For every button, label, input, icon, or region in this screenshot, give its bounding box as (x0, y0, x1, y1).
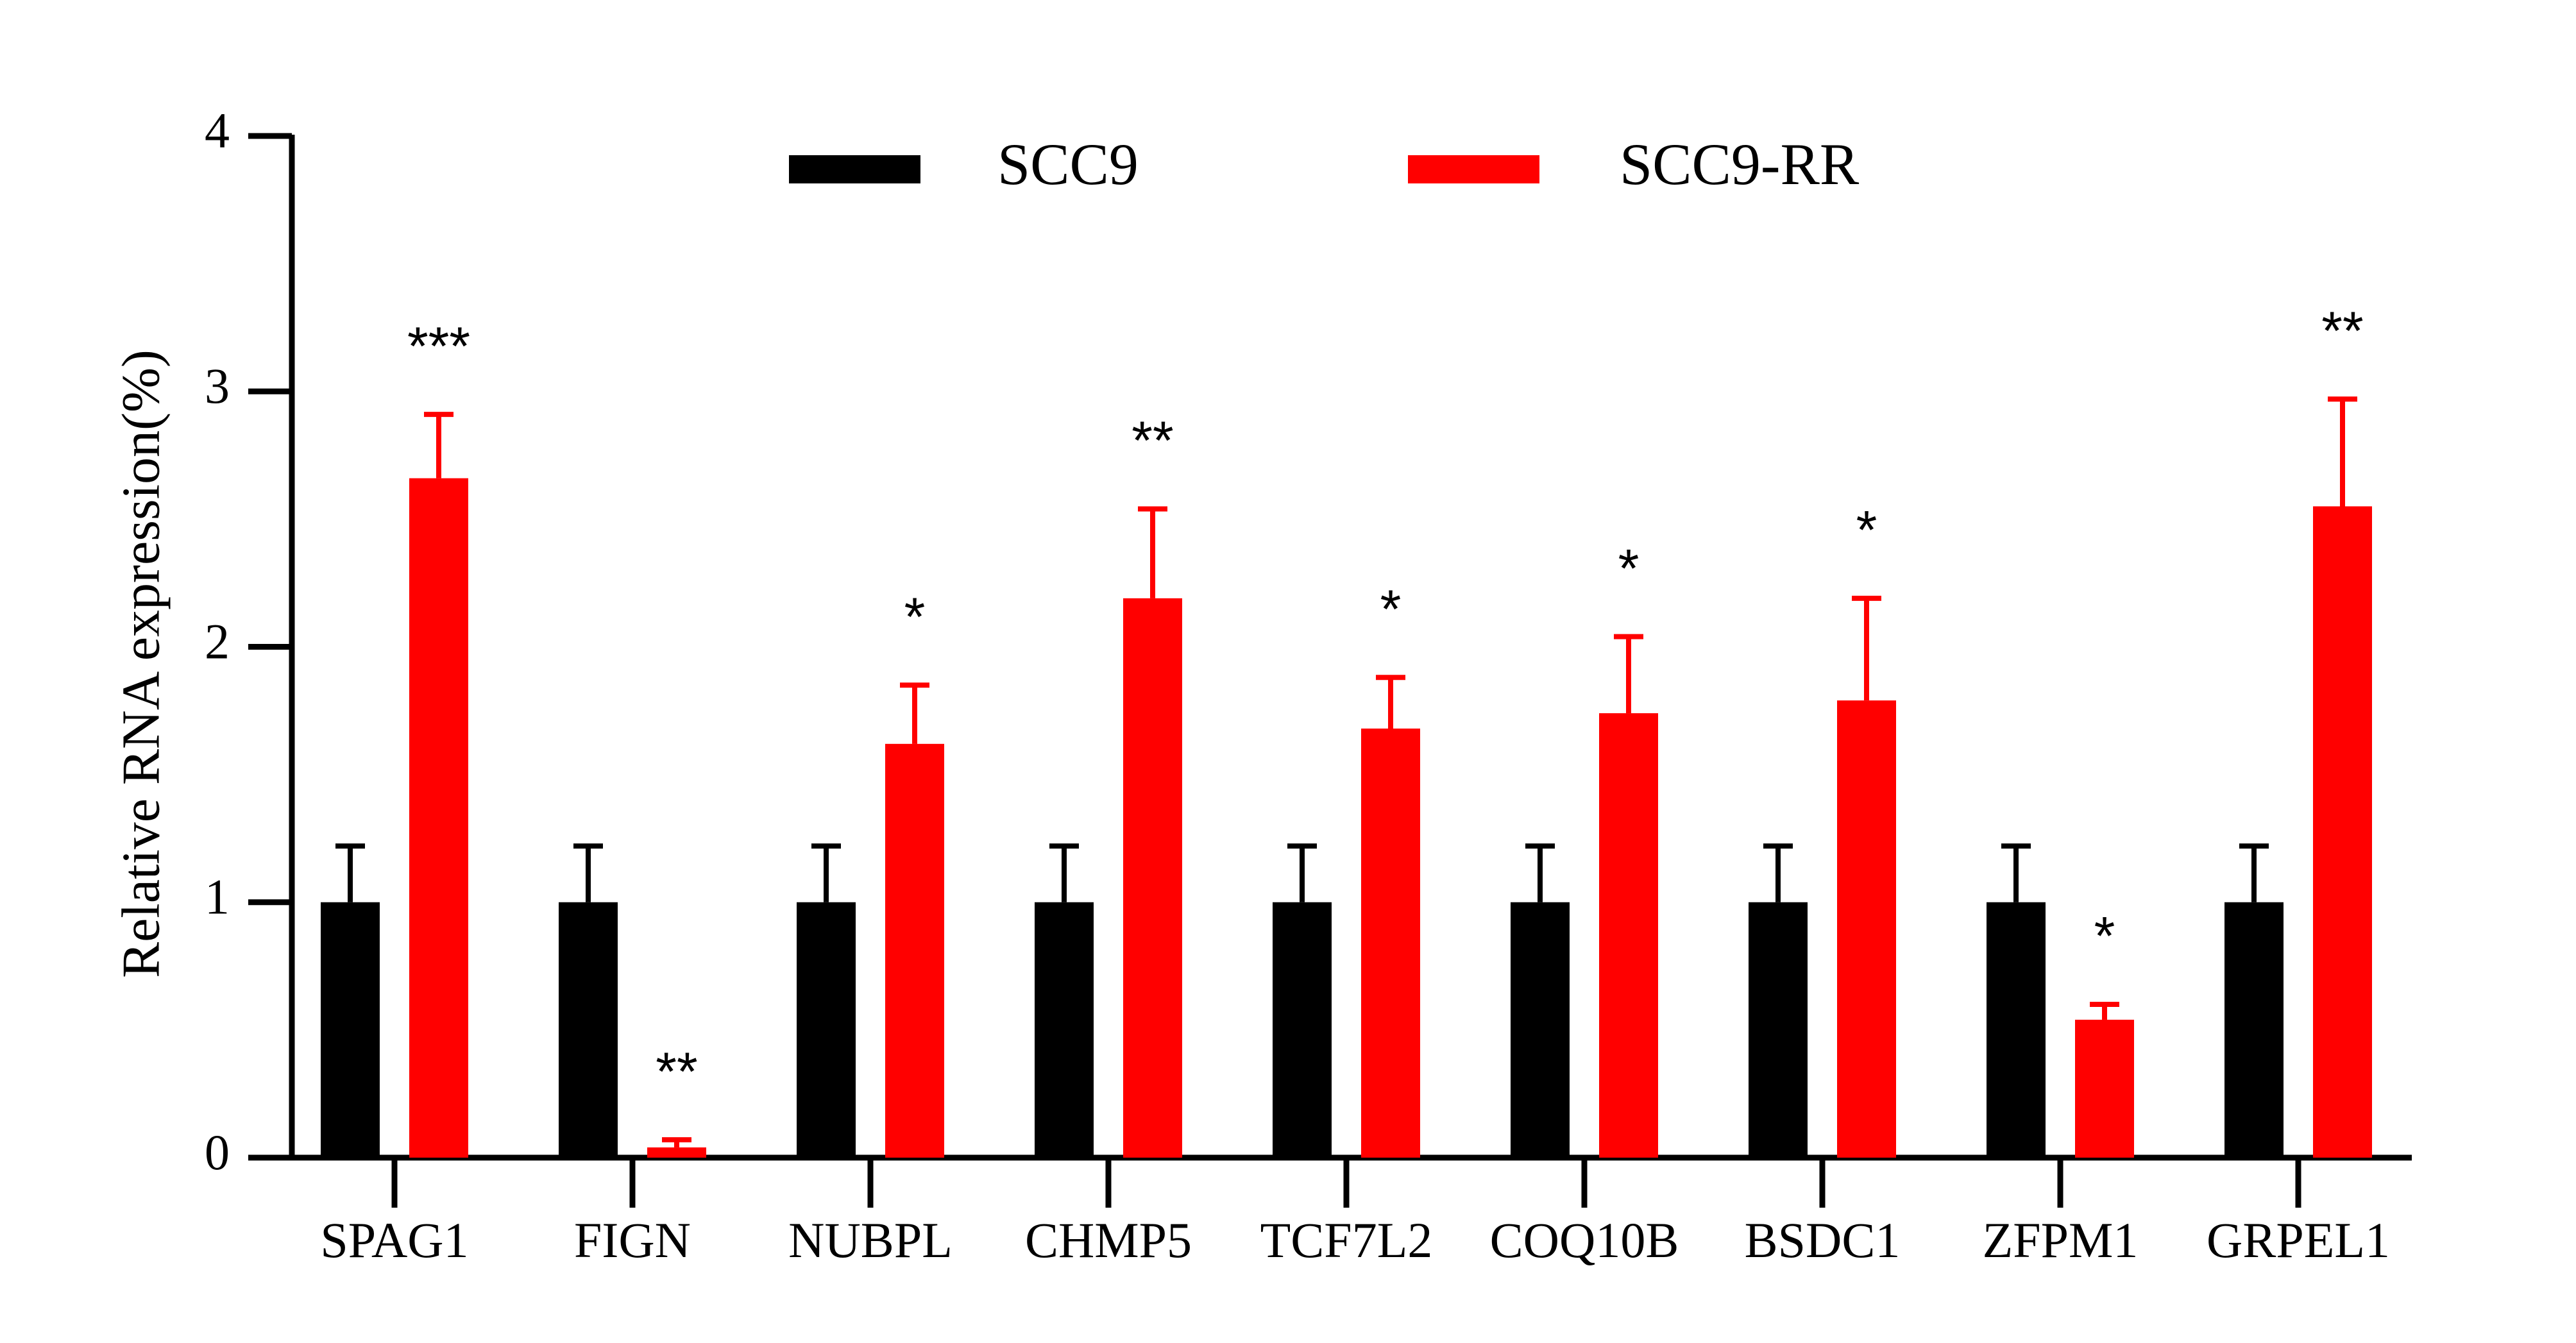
bar (1749, 902, 1808, 1158)
category-label: ZFPM1 (1983, 1212, 2139, 1268)
significance-label: * (1856, 500, 1877, 560)
significance-label: * (1380, 579, 1402, 639)
bar (559, 902, 618, 1158)
bar (1511, 902, 1570, 1158)
significance-label: * (904, 586, 926, 646)
error-bars (335, 396, 2357, 1148)
category-label: CHMP5 (1025, 1212, 1192, 1268)
significance-label: ** (656, 1041, 697, 1101)
category-label: COQ10B (1490, 1212, 1679, 1268)
bar (2224, 902, 2284, 1158)
bar (2075, 1019, 2134, 1158)
bar (1035, 902, 1094, 1158)
significance-label: ** (2321, 300, 2363, 360)
axes: 0 1 2 3 4 SPAG1 FIGN NUBPL CHMP5 TCF7L2 COQ10B BSDC… (205, 103, 2412, 1268)
bar (647, 1147, 706, 1158)
legend-swatch (789, 155, 920, 183)
significance-label: * (2094, 906, 2115, 966)
significance-label: * (1618, 538, 1640, 598)
y-tick-label: 1 (205, 869, 230, 925)
legend-label: SCC9-RR (1620, 131, 1860, 197)
y-tick-label: 3 (205, 358, 230, 414)
significance-label: ** (1131, 410, 1173, 471)
category-label: BSDC1 (1745, 1212, 1901, 1268)
significance-label: *** (407, 316, 470, 376)
bar (1273, 902, 1332, 1158)
y-axis-title: Relative RNA expression(%) (111, 350, 171, 978)
bar (409, 478, 468, 1158)
category-label: NUBPL (788, 1212, 953, 1268)
bar (1599, 713, 1658, 1158)
significance-markers: ************** (407, 300, 2364, 1101)
legend-label: SCC9 (997, 131, 1139, 197)
bar (321, 902, 380, 1158)
bar (797, 902, 856, 1158)
category-label: TCF7L2 (1260, 1212, 1433, 1268)
category-label: GRPEL1 (2207, 1212, 2390, 1268)
bar (1837, 700, 1896, 1158)
bar (1361, 728, 1420, 1158)
y-tick-label: 0 (205, 1124, 230, 1180)
bar (885, 743, 944, 1158)
legend-swatch (1408, 155, 1539, 183)
bar (2313, 506, 2372, 1158)
y-tick-label: 4 (205, 103, 230, 158)
category-label: FIGN (574, 1212, 691, 1268)
y-tick-label: 2 (205, 613, 230, 669)
bar (1123, 598, 1182, 1158)
category-label: SPAG1 (320, 1212, 468, 1268)
bar (1987, 902, 2046, 1158)
bars (321, 478, 2372, 1158)
legend: SCC9 SCC9-RR (789, 131, 1860, 197)
